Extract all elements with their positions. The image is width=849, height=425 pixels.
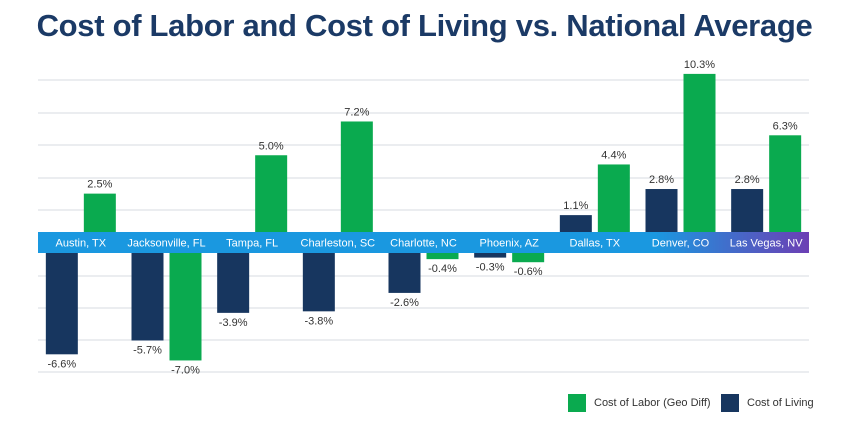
data-label-living: -6.6% (47, 358, 76, 370)
bar-living (388, 253, 421, 293)
bar-labor (683, 73, 716, 233)
data-label-labor: 10.3% (684, 59, 715, 71)
bar-labor (512, 253, 545, 263)
legend-item-living: Cost of Living (721, 394, 814, 412)
category-label: Las Vegas, NV (730, 238, 803, 250)
data-label-living: -2.6% (390, 297, 419, 309)
data-label-living: -0.3% (476, 262, 505, 274)
legend-label-living: Cost of Living (747, 397, 814, 409)
data-label-labor: -0.6% (514, 266, 543, 278)
bar-labor (769, 135, 802, 232)
data-label-labor: 2.5% (87, 179, 112, 191)
data-label-labor: 4.4% (601, 149, 626, 161)
bar-labor (426, 253, 459, 260)
bar-labor (169, 253, 202, 361)
bar-living (131, 253, 164, 341)
legend-swatch-living (721, 394, 739, 412)
bar-labor (83, 193, 116, 232)
category-label: Charleston, SC (301, 238, 376, 250)
bar-labor (340, 121, 373, 232)
bar-living (731, 189, 764, 232)
data-label-labor: 6.3% (773, 120, 798, 132)
bar-living (474, 253, 507, 258)
category-band (38, 232, 809, 253)
data-label-labor: 5.0% (259, 140, 284, 152)
data-label-living: 2.8% (735, 174, 760, 186)
chart-title: Cost of Labor and Cost of Living vs. Nat… (36, 8, 813, 43)
legend-item-labor: Cost of Labor (Geo Diff) (568, 394, 711, 412)
data-label-living: -5.7% (133, 344, 162, 356)
bar-living (559, 215, 592, 232)
data-label-living: -3.9% (219, 317, 248, 329)
category-label: Denver, CO (652, 238, 710, 250)
legend-swatch-labor (568, 394, 586, 412)
data-label-labor: 7.2% (344, 106, 369, 118)
category-label: Phoenix, AZ (480, 238, 540, 250)
bar-labor (255, 155, 288, 232)
bar-living (302, 253, 335, 312)
bar-labor (597, 164, 630, 232)
data-label-labor: -0.4% (428, 263, 457, 275)
category-label: Charlotte, NC (390, 238, 457, 250)
category-label: Dallas, TX (570, 238, 621, 250)
data-label-living: -3.8% (304, 315, 333, 327)
data-label-labor: -7.0% (171, 364, 200, 376)
data-label-living: 2.8% (649, 174, 674, 186)
data-label-living: 1.1% (563, 200, 588, 212)
bar-living (217, 253, 250, 313)
bar-living (45, 253, 78, 355)
bar-living (645, 189, 678, 232)
category-label: Austin, TX (56, 238, 107, 250)
legend-label-labor: Cost of Labor (Geo Diff) (594, 397, 711, 409)
category-label: Tampa, FL (226, 238, 278, 250)
category-label: Jacksonville, FL (127, 238, 205, 250)
